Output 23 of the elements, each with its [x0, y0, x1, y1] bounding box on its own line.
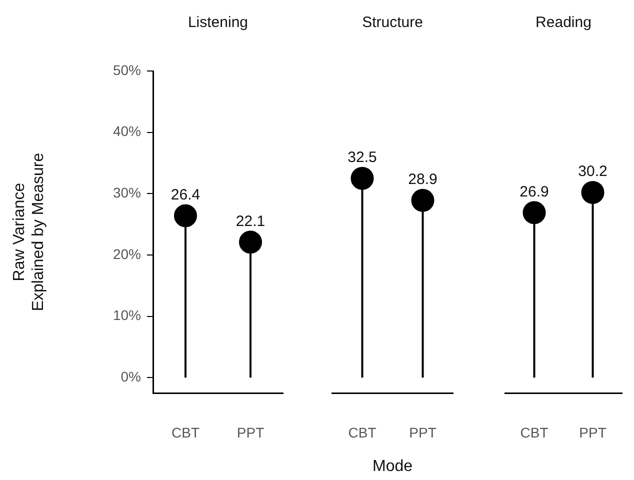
x-tick-label: CBT	[520, 424, 549, 440]
data-label: 30.2	[578, 163, 608, 180]
x-tick-label: PPT	[579, 424, 607, 440]
data-label: 32.5	[348, 148, 377, 166]
y-axis-title: Raw Variance Explained by Measure	[11, 152, 48, 312]
chart-title: Reading	[534, 14, 592, 31]
data-label: 28.9	[408, 171, 438, 188]
y-tick-label: 10%	[112, 307, 141, 324]
chart-title: Listening	[186, 14, 250, 31]
x-tick-label: CBT	[172, 424, 200, 440]
y-tick-label: 0%	[120, 368, 141, 385]
y-tick-label: 50%	[112, 62, 141, 78]
y-tick-label: 30%	[112, 184, 141, 201]
x-tick-label: PPT	[236, 424, 265, 440]
x-tick-label: CBT	[348, 424, 377, 440]
x-tick-label: PPT	[409, 424, 437, 440]
data-label: 26.4	[170, 186, 200, 204]
chart-title: Structure	[361, 14, 424, 31]
y-tick-label: 40%	[112, 123, 141, 140]
data-label: 22.1	[236, 212, 266, 230]
data-label: 26.9	[520, 183, 549, 200]
x-axis-title: Mode	[371, 458, 414, 476]
y-tick-label: 20%	[112, 246, 141, 262]
